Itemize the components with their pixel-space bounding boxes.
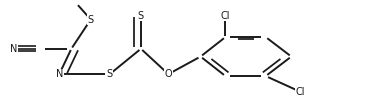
Text: N: N <box>56 69 63 79</box>
Text: O: O <box>165 69 172 79</box>
Text: Cl: Cl <box>295 87 305 97</box>
Text: N: N <box>10 44 18 54</box>
Text: S: S <box>138 11 144 21</box>
Text: Cl: Cl <box>221 11 230 21</box>
Text: S: S <box>88 15 94 24</box>
Text: S: S <box>107 69 113 79</box>
